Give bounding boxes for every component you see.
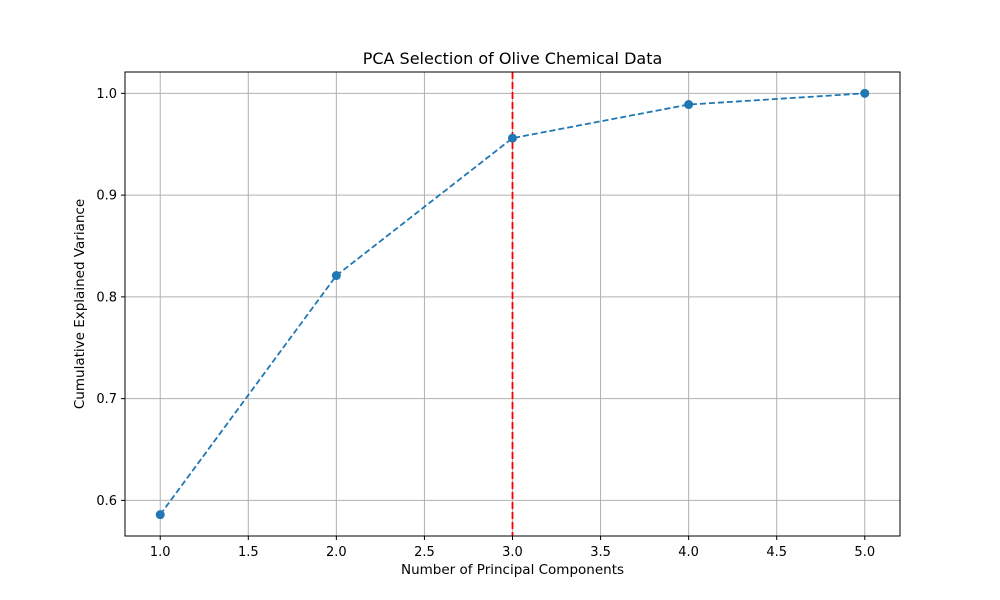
x-axis-ticks: 1.0 1.5 2.0 2.5 3.0 3.5 4.0 4.5 5.0 [150,536,875,560]
x-tick-label: 4.0 [678,545,699,560]
x-tick-label: 3.5 [590,545,611,560]
y-tick-label: 1.0 [96,87,117,102]
x-tick-label: 3.0 [502,545,523,560]
chart-title: PCA Selection of Olive Chemical Data [363,49,663,68]
x-tick-label: 1.0 [150,545,171,560]
y-axis-label: Cumulative Explained Variance [72,199,88,409]
data-point [860,88,870,98]
x-tick-label: 4.5 [766,545,787,560]
x-tick-label: 5.0 [854,545,875,560]
y-tick-label: 0.6 [96,494,117,509]
series-layer [155,88,870,520]
x-axis-label: Number of Principal Components [401,562,624,578]
x-tick-label: 2.0 [326,545,347,560]
y-tick-label: 0.8 [96,290,117,305]
x-tick-label: 1.5 [238,545,259,560]
data-point [155,510,165,520]
y-axis-ticks: 0.6 0.7 0.8 0.9 1.0 [96,87,125,509]
x-tick-label: 2.5 [414,545,435,560]
data-point [331,271,341,281]
data-point [508,133,517,143]
data-point [684,100,694,110]
series-line [159,92,865,516]
y-tick-label: 0.9 [96,189,117,204]
y-tick-label: 0.7 [96,392,117,407]
